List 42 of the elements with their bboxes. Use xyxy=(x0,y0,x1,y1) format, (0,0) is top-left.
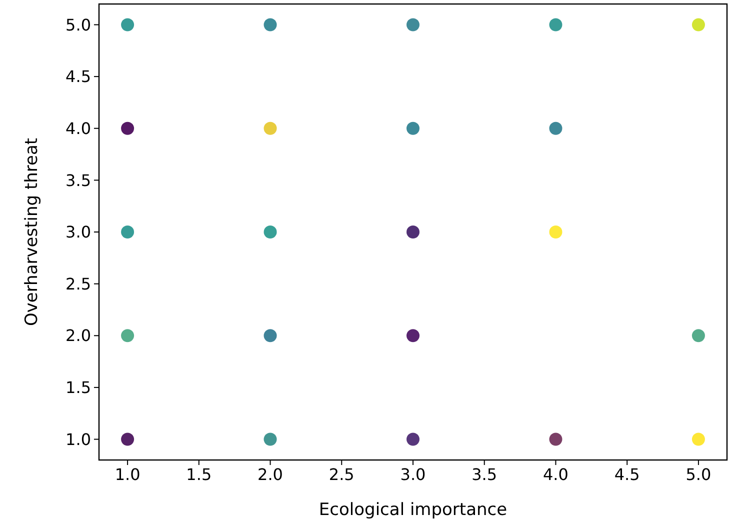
point xyxy=(406,18,420,32)
point xyxy=(121,18,134,32)
x-tick-label: 4.0 xyxy=(543,465,568,484)
point xyxy=(264,122,277,135)
x-tick-label: 2.0 xyxy=(258,465,283,484)
point xyxy=(121,226,134,238)
point xyxy=(692,18,705,32)
point xyxy=(121,122,134,135)
point xyxy=(692,432,705,446)
point xyxy=(264,432,277,446)
point xyxy=(692,329,705,342)
y-tick-label: 3.5 xyxy=(66,170,91,190)
y-axis-title: Overharvesting threat xyxy=(22,138,42,326)
y-tick-label: 2.5 xyxy=(66,274,91,294)
point xyxy=(406,432,420,446)
x-tick-label: 5.0 xyxy=(686,465,712,484)
y-tick-label: 4.5 xyxy=(66,67,91,86)
y-tick-label: 5.0 xyxy=(66,15,91,34)
y-tick-label: 4.0 xyxy=(66,118,91,138)
y-tick-label: 3.0 xyxy=(66,222,91,242)
y-tick-label: 1.0 xyxy=(66,430,91,449)
y-tick-label: 2.0 xyxy=(66,326,91,346)
point xyxy=(549,122,562,135)
y-tick-label: 1.5 xyxy=(66,378,91,398)
point xyxy=(406,329,420,342)
x-tick-label: 1.0 xyxy=(114,465,140,484)
point xyxy=(549,226,562,238)
x-tick-label: 2.5 xyxy=(328,465,354,484)
point xyxy=(406,226,420,238)
point xyxy=(264,329,277,342)
point xyxy=(121,432,134,446)
x-tick-label: 3.0 xyxy=(400,465,426,484)
x-axis-title: Ecological importance xyxy=(318,500,508,520)
point xyxy=(121,329,134,342)
point xyxy=(549,432,562,446)
x-tick-label: 1.5 xyxy=(186,465,212,484)
point xyxy=(549,18,562,32)
x-tick-label: 4.5 xyxy=(614,465,640,484)
point xyxy=(264,226,277,238)
point xyxy=(406,122,420,135)
point xyxy=(264,18,277,32)
x-tick-label: 3.5 xyxy=(472,465,498,484)
